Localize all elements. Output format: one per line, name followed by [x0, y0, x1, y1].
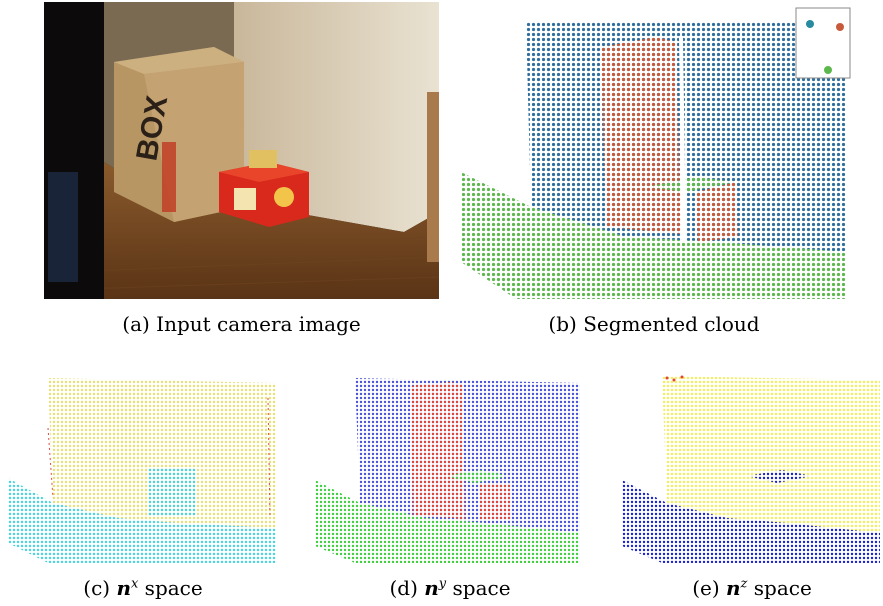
nz-space-cloud — [622, 375, 880, 563]
ny-space-cloud — [315, 378, 580, 563]
nz-space-panel — [622, 368, 882, 563]
inset-cluster-plot — [795, 7, 851, 79]
nx-space-cloud — [8, 378, 276, 563]
toy-box — [219, 162, 309, 227]
segment-box-small — [696, 182, 738, 242]
camera-image-panel: BOX — [44, 2, 439, 299]
caption-c: (c) nx space — [83, 576, 203, 600]
caption-b: (b) Segmented cloud — [548, 312, 760, 336]
caption-d: (d) ny space — [389, 576, 511, 600]
segmented-cloud-panel — [456, 2, 852, 299]
segment-box-tall — [601, 37, 661, 232]
caption-a: (a) Input camera image — [122, 312, 361, 336]
caption-e: (e) nz space — [692, 576, 812, 600]
segment-floor — [461, 172, 846, 299]
camera-image: BOX — [44, 2, 439, 299]
ny-space-panel — [315, 368, 585, 563]
segmented-cloud — [461, 7, 851, 299]
nx-space-panel — [8, 368, 278, 563]
